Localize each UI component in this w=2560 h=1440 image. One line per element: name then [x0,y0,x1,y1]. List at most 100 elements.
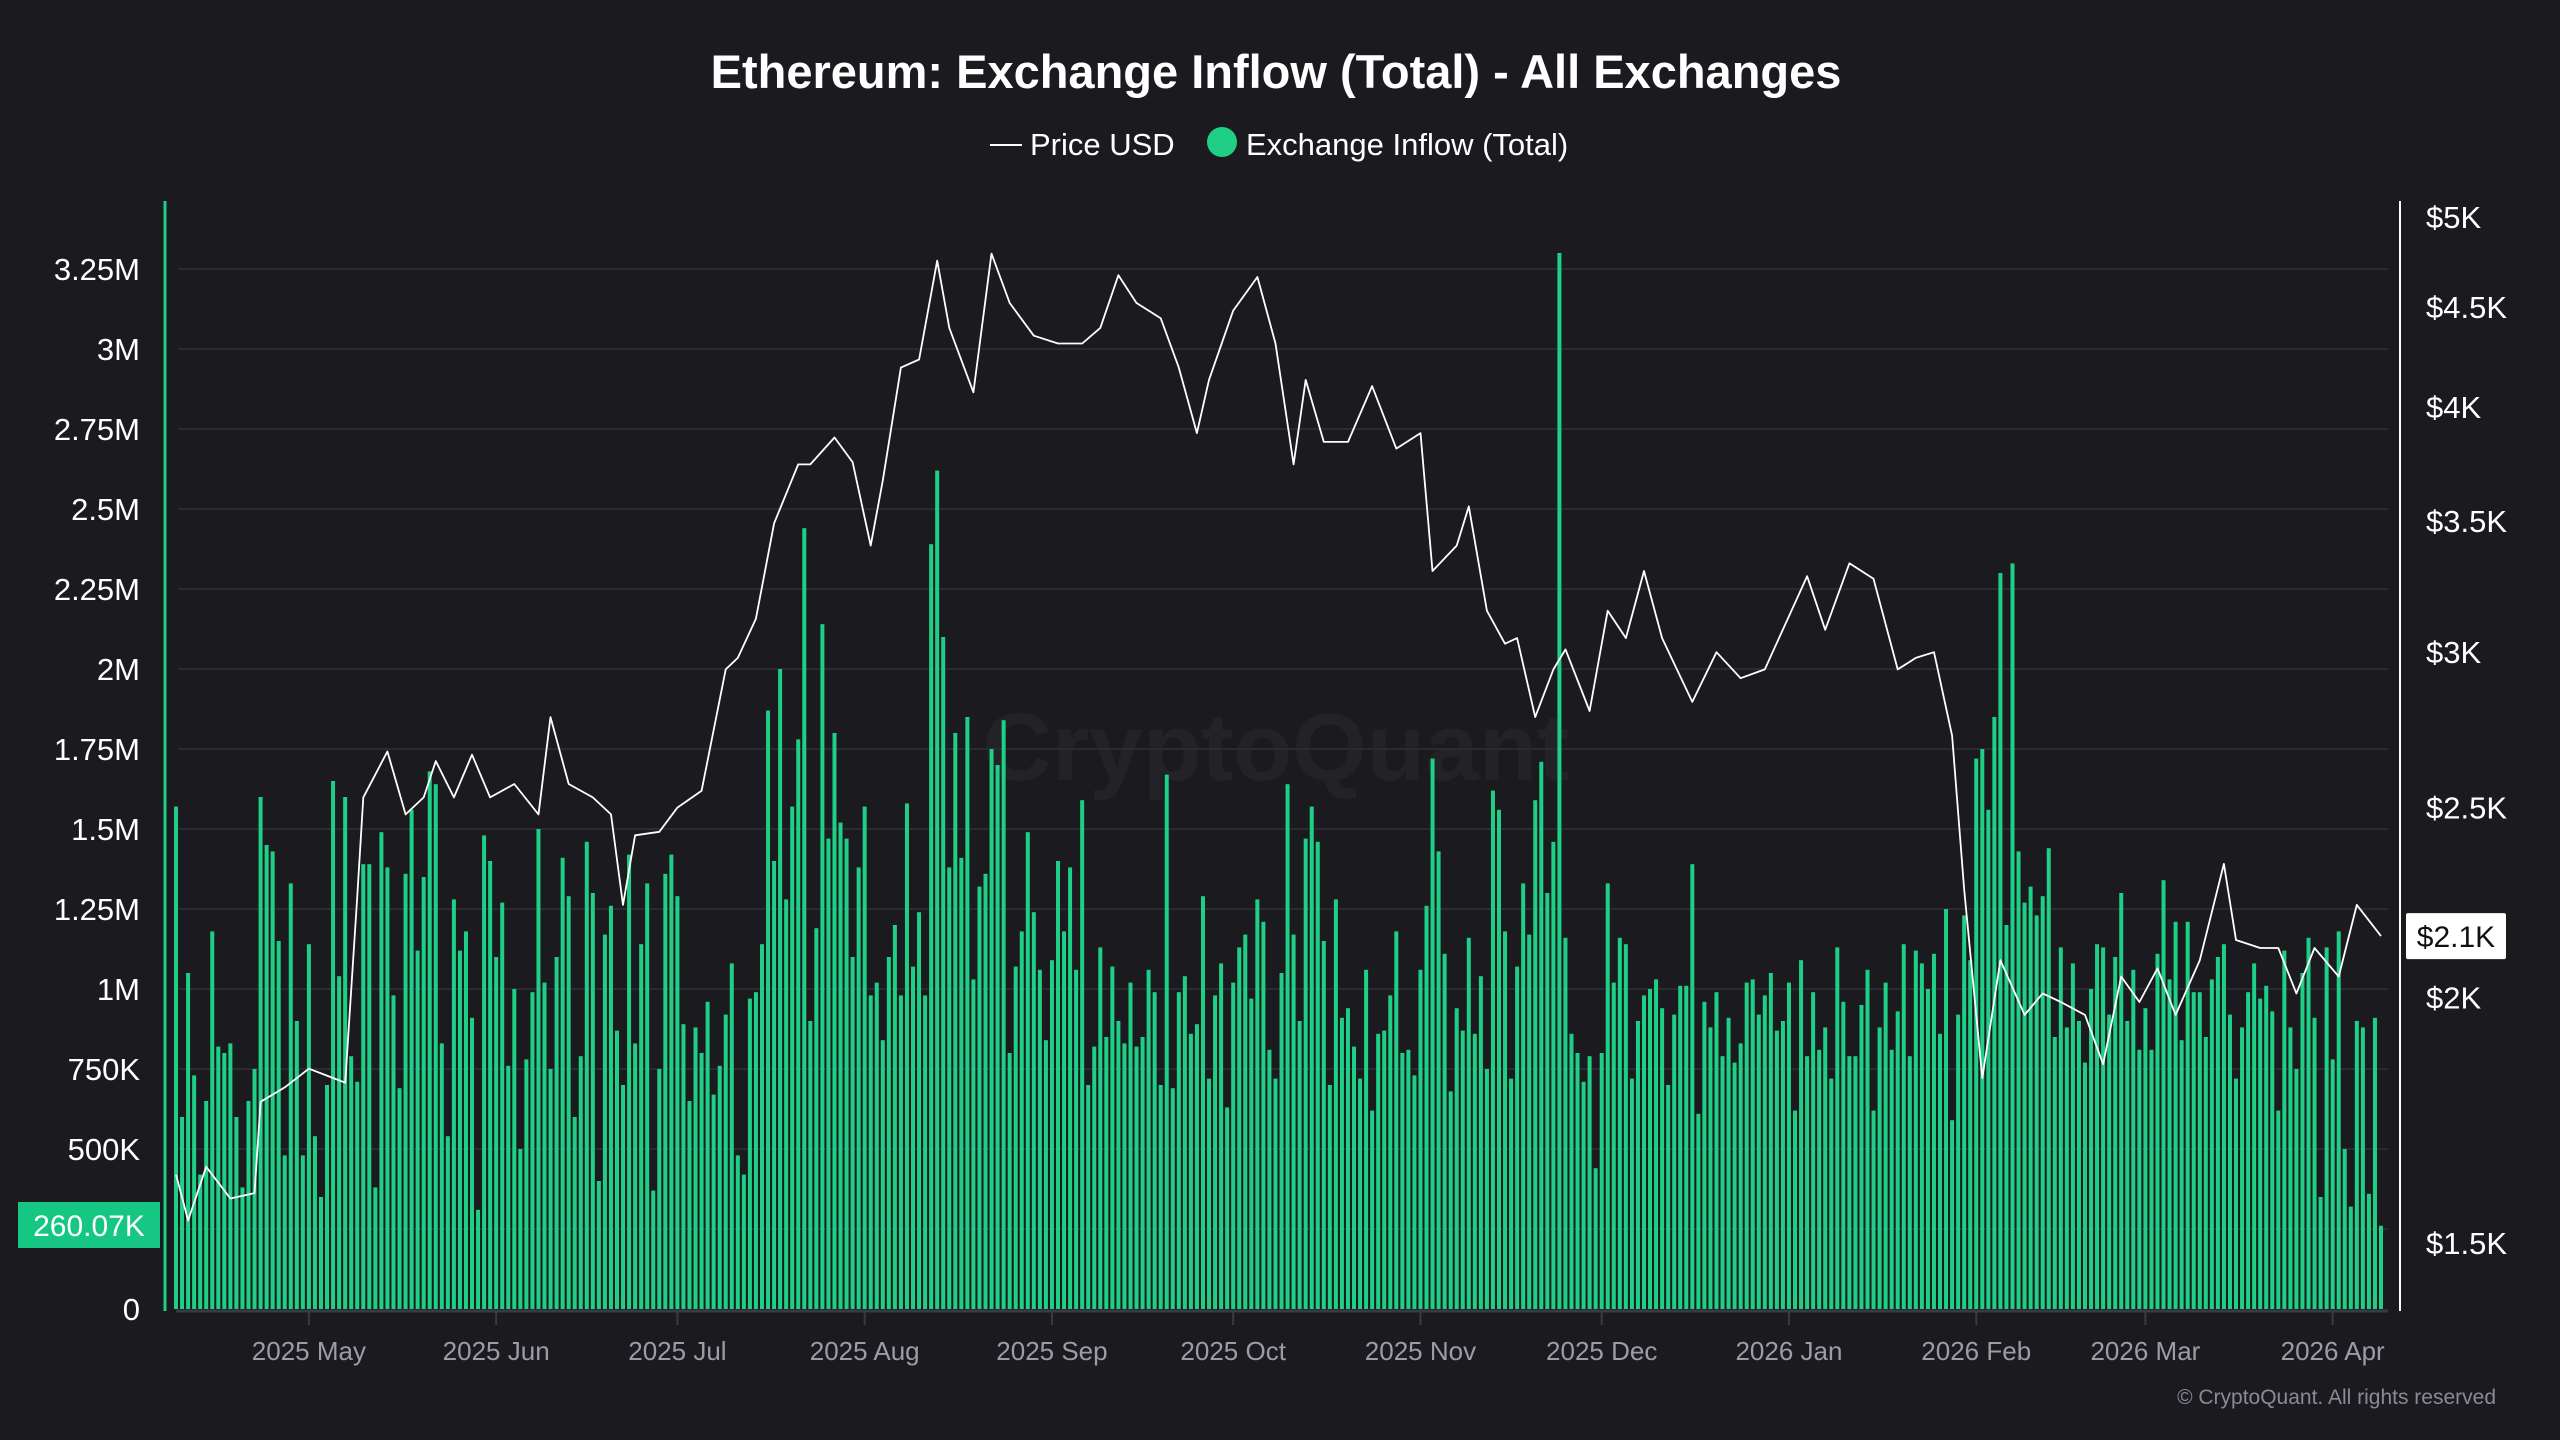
inflow-bar [1738,1043,1743,1309]
inflow-bar [560,857,565,1309]
inflow-bar [1690,864,1695,1309]
inflow-bar [1944,909,1949,1309]
inflow-bar [2360,1027,2365,1309]
inflow-bar [2052,1037,2057,1309]
inflow-bar [602,934,607,1309]
inflow-bar [2040,896,2045,1309]
inflow-bar [1225,1107,1230,1309]
inflow-bar [1315,841,1320,1309]
inflow-bar [2282,950,2287,1309]
inflow-bar [778,669,783,1309]
inflow-bar [403,873,408,1309]
inflow-bar [2046,848,2051,1309]
inflow-bar [1207,1078,1212,1309]
inflow-bar [1581,1081,1586,1309]
inflow-bar [1309,806,1314,1309]
inflow-bar [2143,1008,2148,1309]
inflow-bar [318,1197,323,1309]
inflow-bar [2137,1049,2142,1309]
inflow-bar [995,765,1000,1309]
inflow-bar [228,1043,233,1309]
inflow-bar [1291,934,1296,1309]
inflow-bar [1956,1014,1961,1309]
inflow-bar [1176,992,1181,1309]
legend-item-inflow[interactable]: Exchange Inflow (Total) [1207,127,1568,162]
inflow-bar [397,1088,402,1309]
inflow-bar [2191,992,2196,1309]
inflow-bar [216,1046,221,1309]
inflow-bar [1654,979,1659,1309]
inflow-bar [1950,1120,1955,1309]
inflow-bar [1913,950,1918,1309]
inflow-bar [1805,1056,1810,1309]
inflow-bar [1829,1078,1834,1309]
inflow-bar [1605,883,1610,1309]
inflow-bar [868,995,873,1309]
inflow-bar [2167,979,2172,1309]
inflow-bar [1134,1046,1139,1309]
right-tick-label: $1.5K [2426,1226,2507,1261]
inflow-bar [1339,1017,1344,1309]
inflow-bar [898,995,903,1309]
inflow-bar [264,845,269,1309]
left-tick-label: 500K [68,1132,141,1167]
current-inflow-value: 260.07K [33,1210,145,1243]
inflow-bar [1599,1053,1604,1309]
inflow-bar [1466,937,1471,1309]
inflow-bar [1164,774,1169,1309]
inflow-bar [367,864,372,1309]
inflow-bar [735,1155,740,1309]
inflow-bar [1074,969,1079,1309]
inflow-bar [2107,1014,2112,1309]
x-axis: 2025 May 2025 Jun 2025 Jul 2025 Aug 2025 Sep… [176,1309,2388,1366]
left-tick-label: 1.5M [71,812,140,847]
inflow-bar [409,809,414,1309]
x-tick-label: 2025 Oct [1180,1336,1286,1366]
inflow-bar [1593,1168,1598,1309]
inflow-bar [1025,832,1030,1309]
inflow-bar [1515,966,1520,1309]
inflow-bar [2270,1011,2275,1309]
inflow-bar [1068,867,1073,1309]
inflow-bar [1007,1053,1012,1309]
inflow-bar [2125,1021,2130,1309]
inflow-bar [1122,1043,1127,1309]
inflow-bar [1720,1056,1725,1309]
inflow-bar [2131,969,2136,1309]
x-tick-label: 2025 Sep [996,1336,1107,1366]
inflow-bar [457,950,462,1309]
inflow-bar [2173,921,2178,1309]
inflow-bar [2300,973,2305,1309]
inflow-bar [1871,1110,1876,1309]
inflow-bar [2276,1110,2281,1309]
legend-item-price[interactable]: Price USD [990,127,1175,162]
x-tick-label: 2025 Dec [1546,1336,1657,1366]
inflow-bar [1116,1021,1121,1309]
inflow-bar [488,861,493,1309]
inflow-bar [2082,1062,2087,1309]
inflow-bar [1382,1030,1387,1309]
inflow-bar [1043,1040,1048,1309]
inflow-bar [2113,957,2118,1309]
inflow-bar [1394,931,1399,1309]
inflow-bar [1786,982,1791,1309]
inflow-bar [1883,982,1888,1309]
inflow-bar [1237,947,1242,1309]
inflow-bar [530,992,535,1309]
inflow-bar [1370,1110,1375,1309]
left-tick-label: 2.25M [54,572,140,607]
inflow-bar [385,867,390,1309]
inflow-bar [2348,1206,2353,1309]
inflow-bar [1992,717,1997,1309]
inflow-bar [1811,992,1816,1309]
inflow-bar [917,912,922,1309]
right-tick-label: $3K [2426,635,2481,670]
inflow-bar [1732,1062,1737,1309]
inflow-bar [693,1027,698,1309]
inflow-bar [1472,1033,1477,1309]
inflow-bar [1793,1110,1798,1309]
inflow-bar [1249,998,1254,1309]
x-tick-label: 2025 Jul [628,1336,726,1366]
inflow-bar [2004,925,2009,1309]
left-tick-label: 1.75M [54,732,140,767]
